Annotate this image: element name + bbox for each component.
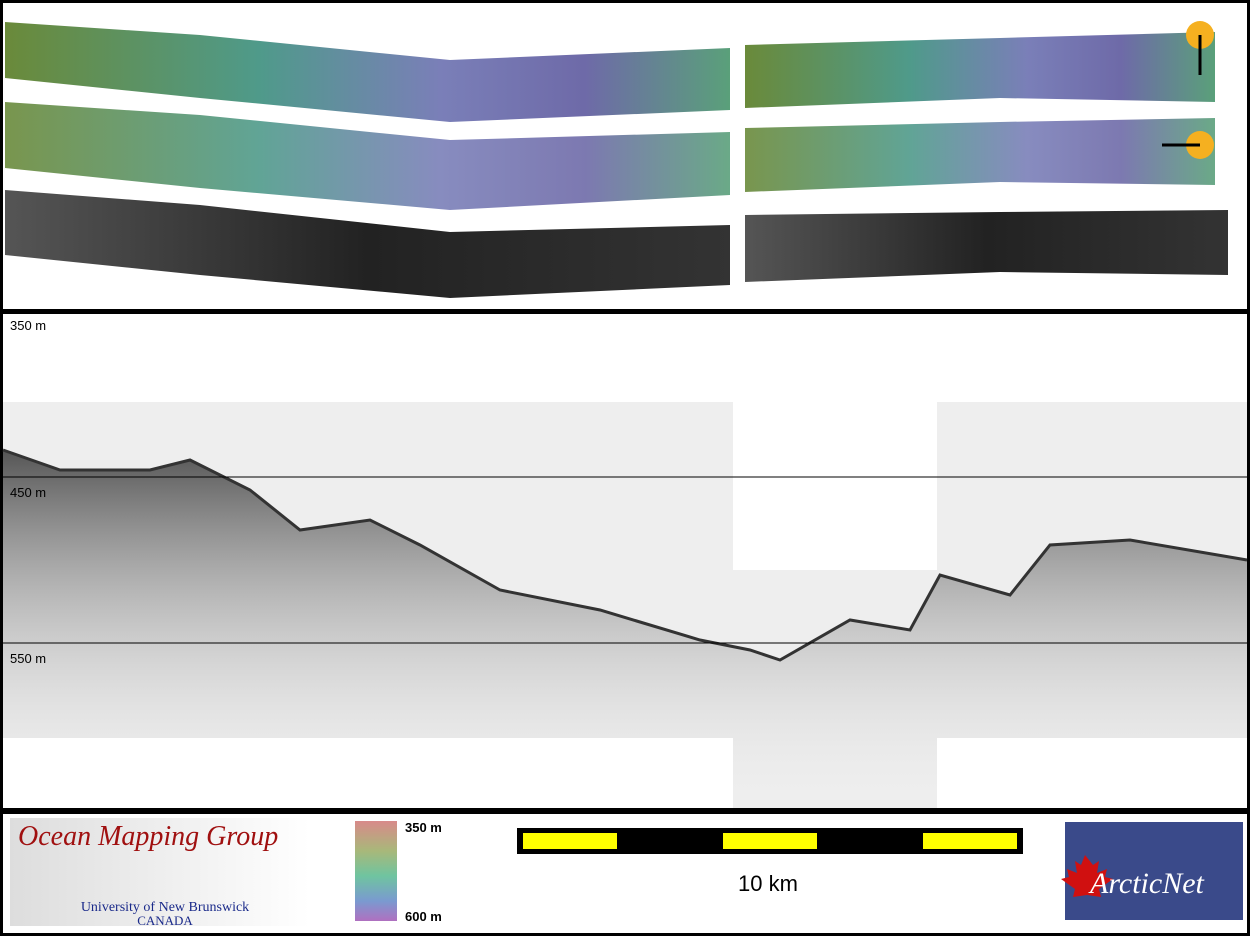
colorbar <box>355 821 397 921</box>
omg-title: Ocean Mapping Group <box>18 821 278 852</box>
scale-bar <box>517 828 1023 854</box>
omg-country: CANADA <box>137 913 193 928</box>
omg-logo <box>10 818 310 926</box>
colorbar-bottom-label: 600 m <box>405 909 442 924</box>
depth-label: 450 m <box>10 485 46 500</box>
depth-label: 350 m <box>10 318 46 333</box>
depth-label: 550 m <box>10 651 46 666</box>
swath-strips <box>5 21 1228 298</box>
arcticnet-name: ArcticNet <box>1088 867 1205 900</box>
maple-leaf <box>1061 855 1113 897</box>
scale-label: 10 km <box>738 871 798 896</box>
omg-institution: University of New Brunswick <box>81 900 249 915</box>
profile-image <box>2 402 1248 808</box>
colorbar-top-label: 350 m <box>405 820 442 835</box>
